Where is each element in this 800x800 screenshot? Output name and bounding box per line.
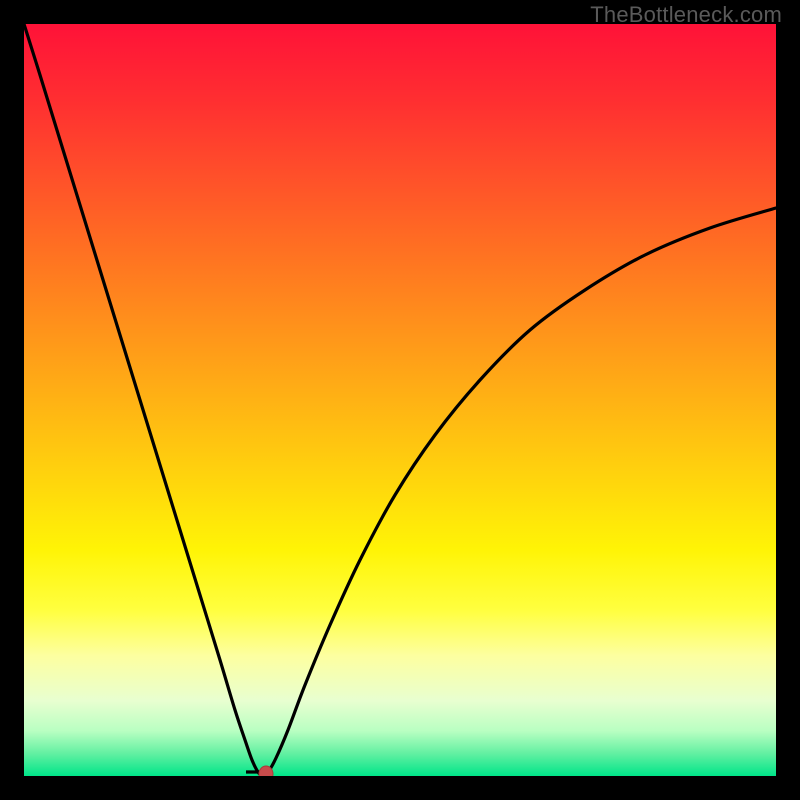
bottleneck-chart [0, 0, 800, 800]
watermark-text: TheBottleneck.com [590, 2, 782, 28]
chart-frame: TheBottleneck.com [0, 0, 800, 800]
plot-background [24, 24, 776, 776]
